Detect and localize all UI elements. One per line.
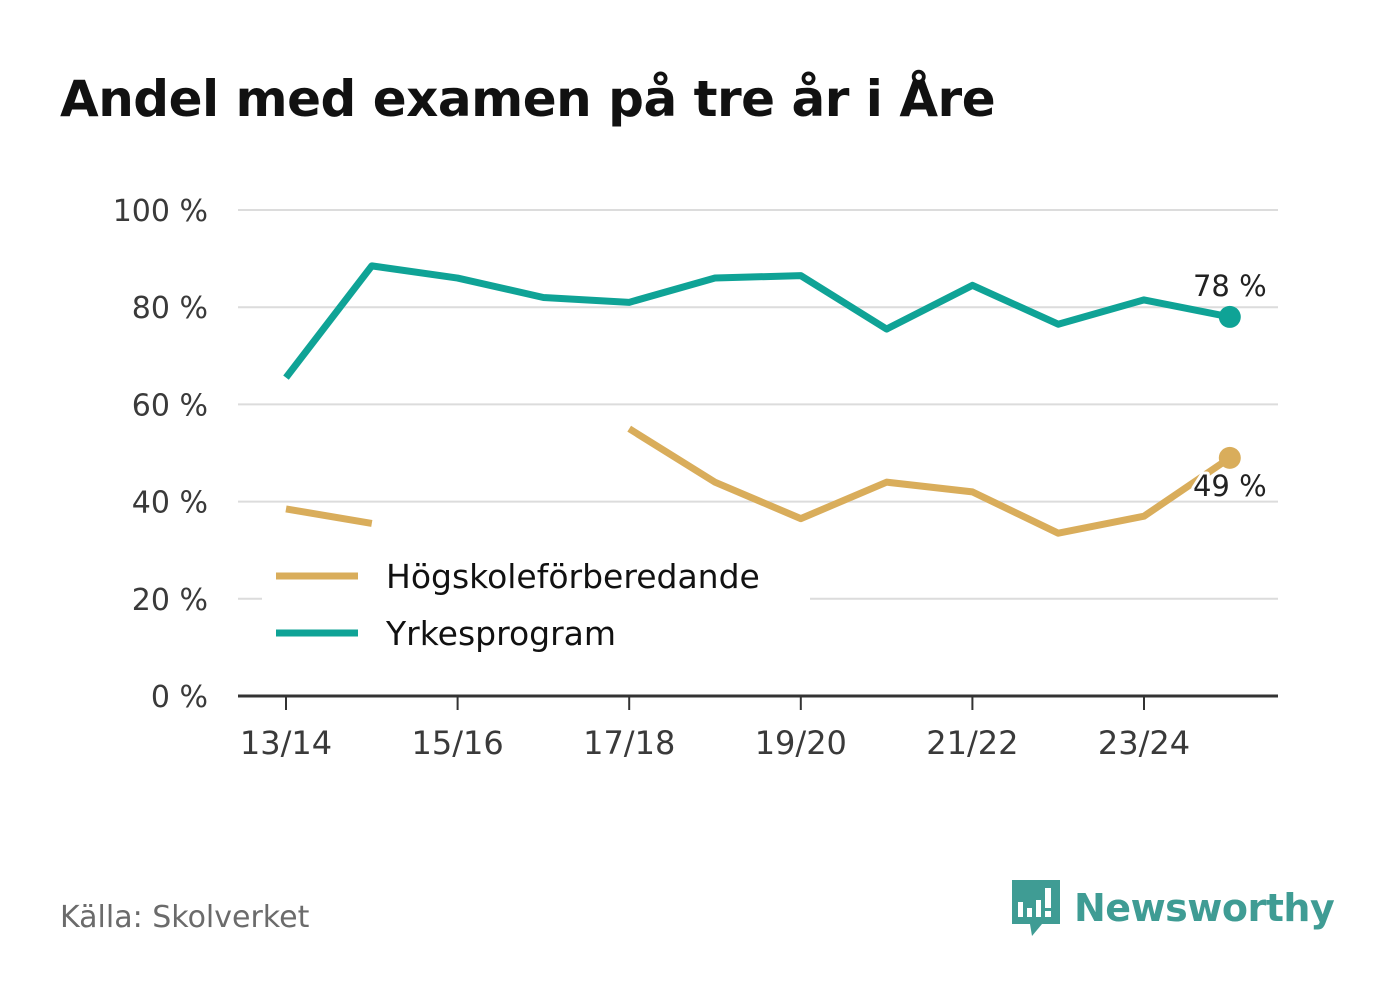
y-tick-label: 100 % bbox=[113, 194, 208, 229]
x-tick-label: 13/14 bbox=[240, 724, 332, 762]
end-label-hogskoleforberedande: 49 % bbox=[1193, 469, 1267, 503]
x-tick-label: 15/16 bbox=[411, 724, 503, 762]
series-line-hogskoleforberedande bbox=[627, 425, 1232, 537]
end-point-yrkesprogram bbox=[1218, 305, 1241, 328]
legend-label: Högskoleförberedande bbox=[386, 557, 760, 596]
y-tick-label: 40 % bbox=[132, 486, 208, 521]
x-tick-label: 17/18 bbox=[583, 724, 675, 762]
brand-logo[interactable]: Newsworthy bbox=[1010, 878, 1335, 938]
y-tick-label: 20 % bbox=[132, 583, 208, 618]
y-tick-label: 60 % bbox=[132, 388, 208, 423]
legend-label: Yrkesprogram bbox=[385, 614, 616, 653]
y-tick-label: 0 % bbox=[151, 680, 208, 715]
end-label-yrkesprogram: 78 % bbox=[1193, 269, 1267, 303]
legend-background bbox=[262, 545, 810, 665]
end-point-hogskoleforberedande bbox=[1218, 446, 1241, 469]
x-tick-label: 21/22 bbox=[926, 724, 1018, 762]
y-tick-label: 80 % bbox=[132, 291, 208, 326]
series-line-yrkesprogram bbox=[283, 262, 1231, 380]
newsworthy-logo-icon bbox=[1012, 880, 1060, 936]
source-credit: Källa: Skolverket bbox=[60, 900, 310, 935]
page-title: Andel med examen på tre år i Åre bbox=[60, 70, 996, 128]
brand-name: Newsworthy bbox=[1074, 886, 1335, 930]
series-line-hogskoleforberedande bbox=[285, 505, 373, 527]
x-tick-label: 19/20 bbox=[755, 724, 847, 762]
x-tick-label: 23/24 bbox=[1098, 724, 1190, 762]
